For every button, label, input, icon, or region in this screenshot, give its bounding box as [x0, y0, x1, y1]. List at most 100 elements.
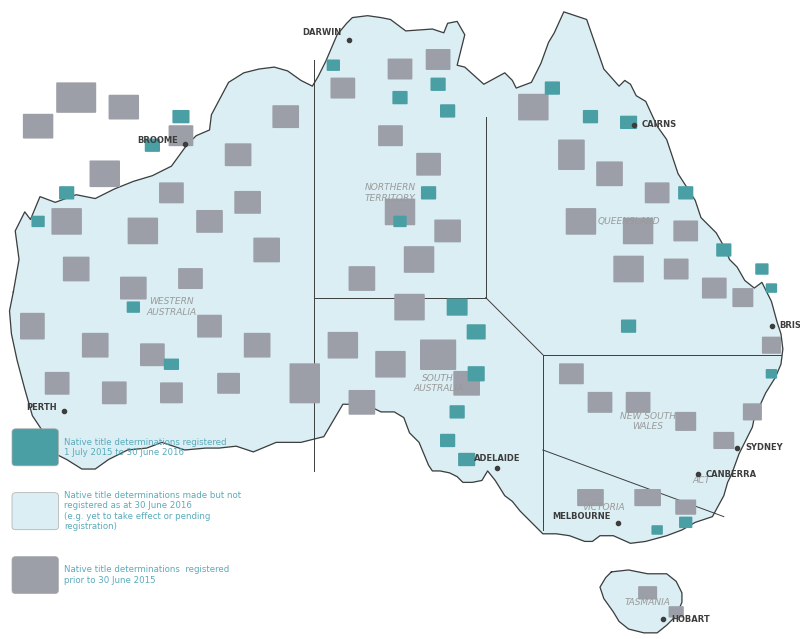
- FancyBboxPatch shape: [675, 412, 696, 431]
- FancyBboxPatch shape: [420, 339, 456, 370]
- FancyBboxPatch shape: [326, 59, 340, 71]
- FancyBboxPatch shape: [559, 364, 584, 384]
- FancyBboxPatch shape: [375, 351, 406, 378]
- FancyBboxPatch shape: [63, 257, 90, 281]
- FancyBboxPatch shape: [766, 369, 777, 378]
- FancyBboxPatch shape: [430, 77, 446, 91]
- FancyBboxPatch shape: [160, 382, 183, 403]
- FancyBboxPatch shape: [558, 139, 585, 170]
- FancyBboxPatch shape: [290, 364, 320, 403]
- FancyBboxPatch shape: [545, 81, 560, 95]
- FancyBboxPatch shape: [458, 453, 475, 466]
- FancyBboxPatch shape: [56, 82, 96, 113]
- FancyBboxPatch shape: [102, 381, 126, 404]
- FancyBboxPatch shape: [145, 139, 160, 152]
- Text: ACT: ACT: [692, 476, 710, 485]
- FancyBboxPatch shape: [743, 403, 762, 420]
- FancyBboxPatch shape: [404, 246, 434, 273]
- Text: HOBART: HOBART: [671, 615, 710, 624]
- FancyBboxPatch shape: [51, 208, 82, 235]
- Text: DARWIN: DARWIN: [302, 27, 342, 36]
- Text: BRISBANE: BRISBANE: [780, 321, 800, 330]
- FancyBboxPatch shape: [596, 162, 623, 186]
- FancyBboxPatch shape: [172, 110, 190, 123]
- FancyBboxPatch shape: [388, 59, 412, 79]
- FancyBboxPatch shape: [416, 153, 441, 176]
- FancyBboxPatch shape: [196, 210, 223, 233]
- FancyBboxPatch shape: [626, 392, 650, 413]
- FancyBboxPatch shape: [614, 256, 644, 282]
- FancyBboxPatch shape: [588, 392, 612, 413]
- FancyBboxPatch shape: [669, 606, 684, 618]
- FancyBboxPatch shape: [159, 182, 184, 203]
- Text: CANBERRA: CANBERRA: [706, 470, 757, 479]
- FancyBboxPatch shape: [394, 294, 425, 320]
- FancyBboxPatch shape: [82, 333, 109, 358]
- FancyBboxPatch shape: [678, 186, 694, 199]
- FancyBboxPatch shape: [664, 259, 689, 279]
- FancyBboxPatch shape: [328, 332, 358, 358]
- Text: PERTH: PERTH: [26, 403, 56, 412]
- Text: QUEENSLAND: QUEENSLAND: [598, 217, 660, 226]
- FancyBboxPatch shape: [446, 298, 468, 316]
- FancyBboxPatch shape: [621, 320, 636, 333]
- Text: NEW SOUTH
WALES: NEW SOUTH WALES: [620, 412, 676, 431]
- FancyBboxPatch shape: [120, 277, 146, 300]
- FancyBboxPatch shape: [178, 268, 203, 289]
- FancyBboxPatch shape: [714, 432, 734, 449]
- Text: Native title determinations registered
1 July 2015 to 30 June 2016: Native title determinations registered 1…: [64, 438, 226, 457]
- FancyBboxPatch shape: [349, 390, 375, 415]
- FancyBboxPatch shape: [518, 94, 549, 121]
- Text: Native title determinations made but not
registered as at 30 June 2016
(e.g. yet: Native title determinations made but not…: [64, 491, 241, 531]
- FancyBboxPatch shape: [566, 208, 596, 235]
- FancyBboxPatch shape: [20, 313, 45, 339]
- FancyBboxPatch shape: [378, 125, 403, 146]
- FancyBboxPatch shape: [755, 263, 769, 275]
- Text: BROOME: BROOME: [137, 136, 178, 145]
- FancyBboxPatch shape: [426, 49, 450, 70]
- FancyBboxPatch shape: [109, 95, 139, 119]
- FancyBboxPatch shape: [679, 517, 692, 528]
- Text: VICTORIA: VICTORIA: [582, 503, 625, 512]
- FancyBboxPatch shape: [392, 91, 408, 104]
- FancyBboxPatch shape: [620, 116, 637, 129]
- FancyBboxPatch shape: [577, 489, 604, 506]
- FancyBboxPatch shape: [716, 243, 731, 257]
- FancyBboxPatch shape: [126, 302, 140, 313]
- FancyBboxPatch shape: [450, 405, 465, 419]
- FancyBboxPatch shape: [623, 218, 654, 244]
- FancyBboxPatch shape: [394, 216, 406, 227]
- Text: CAIRNS: CAIRNS: [642, 120, 677, 129]
- FancyBboxPatch shape: [217, 373, 240, 394]
- Text: MELBOURNE: MELBOURNE: [552, 512, 610, 521]
- FancyBboxPatch shape: [651, 525, 663, 535]
- FancyBboxPatch shape: [244, 333, 270, 358]
- FancyBboxPatch shape: [234, 191, 261, 214]
- FancyBboxPatch shape: [90, 160, 120, 187]
- FancyBboxPatch shape: [440, 434, 455, 447]
- FancyBboxPatch shape: [254, 238, 280, 263]
- FancyBboxPatch shape: [466, 324, 486, 339]
- FancyBboxPatch shape: [674, 220, 698, 242]
- FancyBboxPatch shape: [732, 288, 754, 307]
- FancyBboxPatch shape: [434, 220, 461, 242]
- FancyBboxPatch shape: [330, 77, 355, 98]
- FancyBboxPatch shape: [385, 199, 415, 225]
- FancyBboxPatch shape: [272, 105, 299, 128]
- Text: SOUTH
AUSTRALIA: SOUTH AUSTRALIA: [413, 374, 463, 393]
- FancyBboxPatch shape: [468, 366, 485, 381]
- Text: ADELAIDE: ADELAIDE: [474, 454, 520, 463]
- FancyBboxPatch shape: [454, 371, 480, 396]
- Polygon shape: [10, 12, 783, 543]
- FancyBboxPatch shape: [31, 216, 45, 227]
- FancyBboxPatch shape: [675, 500, 696, 515]
- FancyBboxPatch shape: [45, 372, 70, 395]
- FancyBboxPatch shape: [59, 186, 74, 199]
- FancyBboxPatch shape: [164, 358, 179, 370]
- FancyBboxPatch shape: [645, 182, 670, 203]
- FancyBboxPatch shape: [140, 343, 165, 366]
- FancyBboxPatch shape: [766, 283, 777, 293]
- FancyBboxPatch shape: [225, 143, 251, 166]
- FancyBboxPatch shape: [638, 586, 657, 599]
- FancyBboxPatch shape: [634, 489, 661, 506]
